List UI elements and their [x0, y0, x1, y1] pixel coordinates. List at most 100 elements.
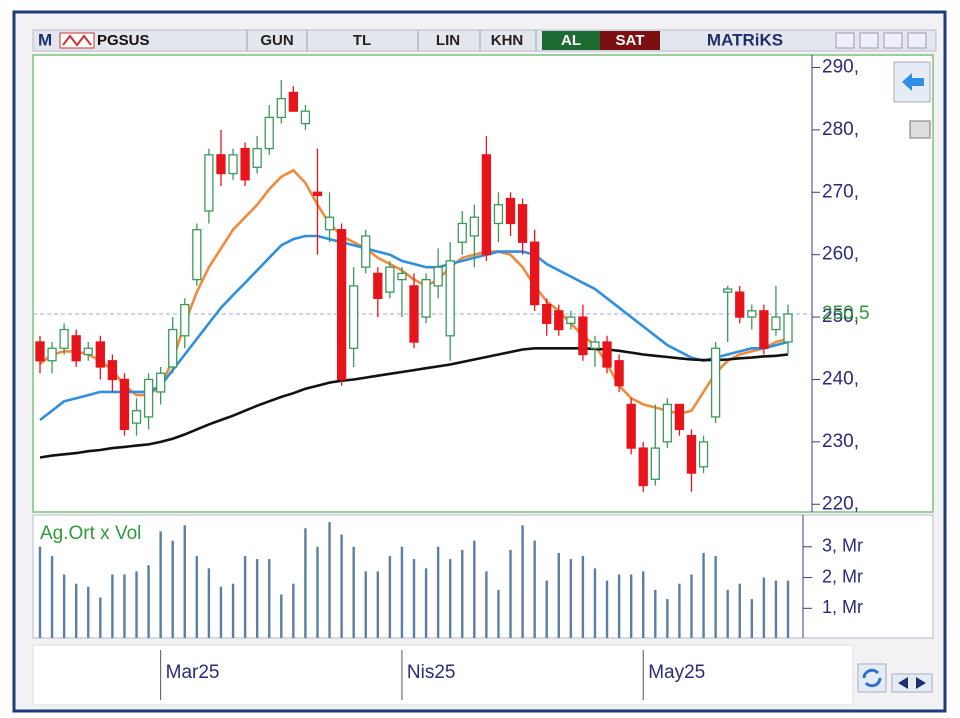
volume-bar [171, 540, 174, 638]
candle-body [180, 303, 190, 337]
candle-body [698, 441, 709, 468]
volume-bar [726, 589, 729, 638]
volume-bar [159, 531, 162, 638]
volume-bar [268, 559, 271, 638]
volume-bar [280, 594, 283, 638]
volume-bar [750, 599, 754, 638]
volume-bar [678, 583, 681, 638]
x-tick-label: Nis25 [407, 662, 456, 683]
volume-bar [340, 534, 343, 638]
dropdown-button[interactable] [835, 32, 855, 49]
candle-body [578, 316, 588, 356]
candle-body [83, 347, 93, 356]
buy-button[interactable]: AL [561, 32, 581, 49]
axis-layer: 220, 230, 240, 250, 260, 270, 280, 290, 250,5 1, … [160, 56, 870, 700]
volume-bar [666, 599, 669, 638]
volume-bar [497, 589, 500, 638]
candle-body [445, 260, 455, 337]
x-axis-panel [32, 644, 854, 706]
volume-layer [38, 522, 790, 638]
candle-body [674, 403, 685, 431]
volume-tick-label: 1, Mr [822, 597, 863, 617]
volume-bar [135, 571, 138, 638]
y-tick-label: 250, [822, 306, 859, 327]
candle-body [71, 335, 81, 362]
volume-bar [376, 571, 380, 638]
volume-bar [654, 589, 657, 638]
minimize-button[interactable] [859, 32, 879, 49]
panel-button[interactable] [909, 120, 931, 139]
currency-button[interactable]: TL [353, 32, 371, 49]
volume-tick-label: 2, Mr [822, 566, 863, 586]
symbol-icon-mark [62, 34, 92, 47]
candle-body [324, 216, 335, 231]
sell-button[interactable]: SAT [616, 32, 645, 49]
y-tick-label: 280, [822, 119, 859, 140]
candle-body [433, 266, 443, 287]
period-button[interactable]: GUN [260, 32, 293, 49]
candle-body [107, 360, 118, 381]
candle-body [710, 347, 721, 418]
close-button[interactable] [907, 32, 927, 49]
candle-body [626, 403, 636, 449]
price-layer [33, 79, 812, 492]
volume-bar [557, 552, 560, 638]
candle-body [517, 204, 528, 243]
maximize-button[interactable] [883, 32, 903, 49]
candle-body [204, 154, 214, 212]
symbol[interactable]: PGSUS [97, 32, 150, 49]
refresh-button[interactable] [857, 663, 887, 693]
candle-body [155, 372, 166, 393]
volume-legend: Ag.Ort x Vol [40, 523, 141, 544]
candle-body [59, 328, 69, 349]
volume-bar [629, 574, 633, 638]
khn-button[interactable]: KHN [491, 32, 524, 49]
volume-bar [207, 568, 211, 638]
candle-body [240, 147, 250, 181]
volume-bar [243, 556, 247, 638]
y-tick-label: 230, [822, 431, 859, 452]
candle-body [614, 360, 624, 387]
volume-bar [50, 556, 54, 638]
volume-bar [183, 525, 186, 638]
candle-body [336, 229, 347, 381]
candle-body [650, 447, 660, 480]
volume-bar [461, 549, 464, 638]
buy-button-bg[interactable] [542, 31, 600, 50]
volume-bar [448, 559, 452, 638]
price-panel [32, 54, 934, 513]
scroll-arrows [898, 677, 926, 689]
logo: M [38, 30, 52, 49]
volume-bar [617, 574, 621, 638]
volume-bar [99, 597, 102, 638]
candle-body [602, 341, 612, 368]
candle-body [95, 341, 105, 368]
volume-bar [147, 565, 150, 638]
volume-bar [533, 540, 536, 638]
scroll-buttons[interactable] [891, 673, 933, 693]
toolbar [32, 29, 937, 52]
candle-body [421, 278, 431, 318]
candle-body [288, 91, 299, 112]
sell-button-bg[interactable] [600, 31, 660, 50]
moving-average-line [39, 347, 789, 459]
candle-body [300, 110, 311, 125]
candle-body [228, 154, 238, 175]
y-tick-label: 290, [822, 56, 859, 77]
volume-bar [762, 577, 766, 638]
volume-bar [195, 556, 199, 638]
candle-body [783, 313, 793, 343]
candle-body [771, 316, 781, 331]
volume-bar [231, 583, 235, 638]
volume-bar [123, 574, 126, 638]
volume-bar [593, 568, 597, 638]
volume-bar [581, 556, 585, 638]
volume-bar [412, 559, 416, 638]
candle-body [457, 222, 467, 243]
volume-bar [714, 556, 717, 638]
candle-body [216, 154, 226, 175]
scale-button[interactable]: LIN [436, 32, 460, 49]
y-tick-label: 260, [822, 244, 859, 265]
